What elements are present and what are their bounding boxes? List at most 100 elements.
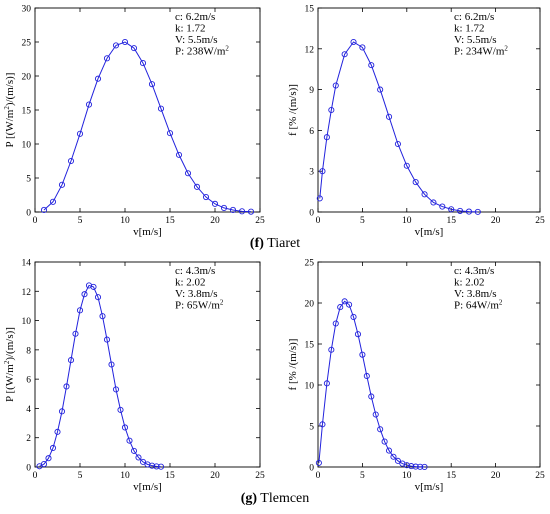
y-tick-label: 10: [305, 382, 315, 392]
x-tick-label: 0: [316, 216, 321, 226]
y-tick-label: 0: [26, 209, 31, 219]
y-tick-label: 0: [309, 209, 314, 219]
y-tick-label: 12: [305, 45, 315, 55]
data-point: [328, 346, 335, 353]
data-point: [439, 203, 446, 210]
data-point: [319, 421, 326, 428]
y-tick-label: 30: [22, 5, 32, 15]
data-point: [332, 82, 339, 89]
data-point: [457, 207, 464, 214]
y-axis-label: f [% /(m/s)]: [287, 339, 299, 391]
data-point: [421, 191, 428, 198]
y-tick-label: 5: [309, 423, 314, 433]
data-point: [403, 462, 410, 469]
data-point: [377, 426, 384, 433]
data-point: [323, 380, 330, 387]
data-point: [341, 51, 348, 58]
data-point: [63, 383, 70, 390]
data-point: [448, 206, 455, 213]
data-point: [76, 307, 84, 314]
annotation-text: P: 65W/m2: [175, 299, 224, 312]
chart-panel-f-left: 0 5 10 15 20 25 0 5 10 15 20 25 30 v[m/s] P [(W/m2)/(m…: [3, 5, 265, 239]
caption-tlemcen: (g) Tlemcen: [0, 491, 550, 507]
data-point: [130, 447, 138, 454]
data-point: [130, 45, 138, 52]
annotation-text: k: 2.02: [454, 277, 485, 289]
series-line: [43, 41, 252, 213]
data-point: [45, 455, 52, 462]
y-tick-label: 25: [22, 39, 32, 49]
data-point: [135, 454, 142, 461]
data-point: [121, 38, 129, 46]
annotation-text: k: 1.72: [454, 23, 485, 35]
annotation-text: P: 234W/m2: [454, 45, 508, 58]
data-point: [67, 357, 75, 364]
annotation-text: V: 3.8m/s: [454, 288, 497, 300]
annotation-text: V: 3.8m/s: [175, 288, 218, 300]
data-point: [117, 406, 124, 413]
data-point: [49, 444, 57, 452]
x-axis-label: v[m/s]: [133, 226, 162, 238]
data-point: [139, 458, 147, 465]
x-tick-label: 5: [78, 471, 83, 481]
y-tick-label: 6: [309, 127, 314, 137]
data-point: [381, 438, 388, 445]
data-point: [328, 106, 335, 114]
y-tick-label: 0: [26, 464, 31, 474]
x-tick-label: 20: [491, 216, 501, 226]
data-point: [394, 457, 401, 464]
annotation-text: V: 5.5m/s: [454, 34, 497, 46]
y-tick-label: 4: [26, 405, 31, 415]
y-axis-label: f [% /(m/s)]: [287, 84, 299, 136]
y-tick-label: 6: [26, 376, 31, 386]
y-tick-label: 15: [22, 107, 32, 117]
x-tick-label: 15: [446, 216, 456, 226]
data-point: [350, 313, 357, 320]
x-axis-label: v[m/s]: [415, 226, 444, 238]
y-axis-label: P [(W/m2)/(m/s)]: [3, 327, 16, 402]
data-point: [67, 157, 75, 165]
series-line: [318, 300, 425, 468]
caption-name: Tiaret: [263, 236, 301, 251]
chart-panel-g-left: 0 5 10 15 20 25 0 2 4 6 8 10 12 14 v[m/s] P [(W/m2)/(m/…: [3, 259, 265, 494]
data-point: [465, 208, 473, 215]
y-tick-label: 20: [305, 300, 315, 310]
x-tick-label: 20: [210, 216, 220, 226]
y-tick-label: 15: [305, 5, 315, 15]
data-point: [368, 62, 375, 69]
x-tick-label: 25: [535, 216, 545, 226]
data-point: [417, 463, 424, 470]
data-point: [108, 361, 115, 368]
x-tick-label: 10: [402, 216, 412, 226]
data-point: [157, 105, 165, 112]
y-tick-label: 12: [22, 288, 32, 298]
data-point: [403, 162, 410, 169]
data-point: [103, 55, 111, 62]
y-axis-label: P [(W/m2)/(m/s)]: [3, 73, 16, 148]
data-point: [220, 204, 228, 211]
series-line: [39, 284, 162, 468]
caption-letter: (g): [240, 491, 258, 506]
data-point: [175, 151, 183, 158]
annotation-text: P: 238W/m2: [175, 45, 229, 58]
plot-frame: [317, 261, 541, 468]
data-point: [412, 179, 419, 186]
data-point: [49, 198, 57, 205]
x-tick-label: 20: [491, 471, 501, 481]
data-point: [385, 113, 393, 120]
data-point: [385, 447, 393, 454]
y-tick-label: 25: [305, 259, 315, 269]
x-tick-label: 25: [255, 471, 265, 481]
annotation-text: P: 64W/m2: [454, 299, 503, 312]
caption-name: Tlemcen: [257, 491, 310, 506]
caption-letter: (f): [249, 236, 264, 251]
data-point: [211, 200, 219, 207]
data-point: [139, 60, 147, 67]
data-point: [112, 42, 120, 49]
data-point: [341, 298, 348, 305]
data-point: [316, 195, 323, 202]
data-point: [148, 462, 156, 469]
data-point: [157, 463, 165, 470]
